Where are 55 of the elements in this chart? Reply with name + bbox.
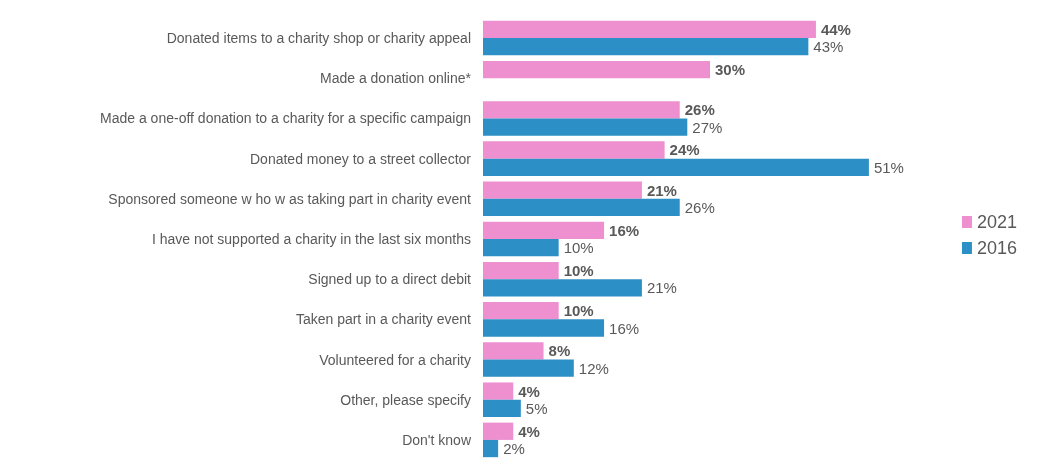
bar bbox=[483, 422, 514, 440]
data-label: 2% bbox=[503, 440, 525, 458]
legend-label: 2016 bbox=[976, 238, 1017, 258]
data-label: 5% bbox=[525, 399, 548, 417]
y-tick-label: Volunteered for a charity bbox=[319, 351, 471, 368]
data-label: 12% bbox=[578, 359, 609, 377]
data-label: 26% bbox=[684, 198, 715, 216]
data-label: 10% bbox=[563, 302, 594, 320]
y-tick-label: Made a donation online* bbox=[319, 70, 472, 87]
bar bbox=[483, 359, 574, 377]
data-label: 4% bbox=[518, 382, 540, 400]
y-tick-label: Don't know bbox=[402, 431, 472, 448]
bar bbox=[483, 141, 665, 159]
y-tick-label: Taken part in a charity event bbox=[295, 311, 472, 328]
bar bbox=[483, 101, 680, 119]
bar bbox=[483, 38, 809, 56]
data-label: 16% bbox=[609, 319, 640, 337]
bar bbox=[483, 399, 521, 418]
y-tick-label: Donated money to a street collector bbox=[249, 150, 472, 167]
bar bbox=[483, 181, 642, 199]
bar bbox=[483, 60, 710, 79]
y-tick-label: Sponsored someone w ho w as taking part in charity event bbox=[108, 190, 472, 207]
data-label: 21% bbox=[646, 279, 677, 297]
bar bbox=[483, 239, 559, 257]
data-label: 10% bbox=[563, 239, 594, 257]
legend-label: 2021 bbox=[976, 212, 1017, 232]
bar bbox=[483, 279, 642, 297]
data-label: 24% bbox=[669, 141, 700, 159]
data-label: 8% bbox=[548, 342, 571, 360]
bar bbox=[483, 319, 605, 337]
bar bbox=[483, 198, 680, 217]
data-label: 44% bbox=[820, 20, 851, 38]
data-label: 27% bbox=[692, 118, 723, 136]
bar bbox=[483, 302, 559, 320]
bar bbox=[483, 342, 544, 360]
bar bbox=[483, 382, 514, 400]
data-label: 26% bbox=[684, 101, 715, 119]
bar bbox=[483, 20, 816, 39]
data-label: 43% bbox=[813, 38, 844, 56]
bar bbox=[483, 439, 499, 458]
data-label: 21% bbox=[646, 181, 677, 199]
bar bbox=[483, 158, 869, 176]
y-tick-label: Made a one-off donation to a charity for a specific campaign bbox=[100, 110, 471, 127]
data-label: 51% bbox=[873, 158, 904, 176]
y-tick-label: Other, please specify bbox=[340, 391, 471, 408]
data-label: 10% bbox=[563, 262, 594, 280]
bar bbox=[483, 221, 605, 239]
data-label: 30% bbox=[715, 61, 746, 79]
data-label: 4% bbox=[518, 422, 540, 440]
y-tick-label: Signed up to a direct debit bbox=[308, 271, 472, 288]
bar bbox=[483, 261, 559, 280]
data-label: 16% bbox=[609, 221, 640, 239]
bar bbox=[483, 118, 688, 136]
y-tick-label: Donated items to a charity shop or charity appeal bbox=[166, 30, 471, 47]
y-tick-label: I have not supported a charity in the last six months bbox=[151, 231, 471, 247]
